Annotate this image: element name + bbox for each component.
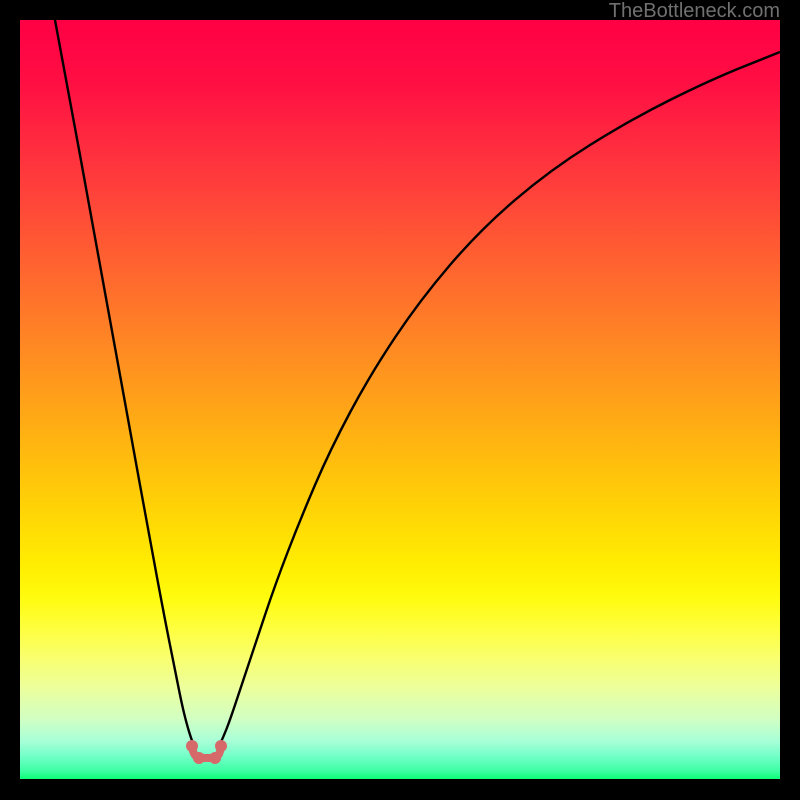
chart-background: [20, 20, 780, 779]
bottleneck-chart: [20, 20, 780, 779]
chart-svg: [20, 20, 780, 779]
watermark-text: TheBottleneck.com: [609, 0, 780, 23]
